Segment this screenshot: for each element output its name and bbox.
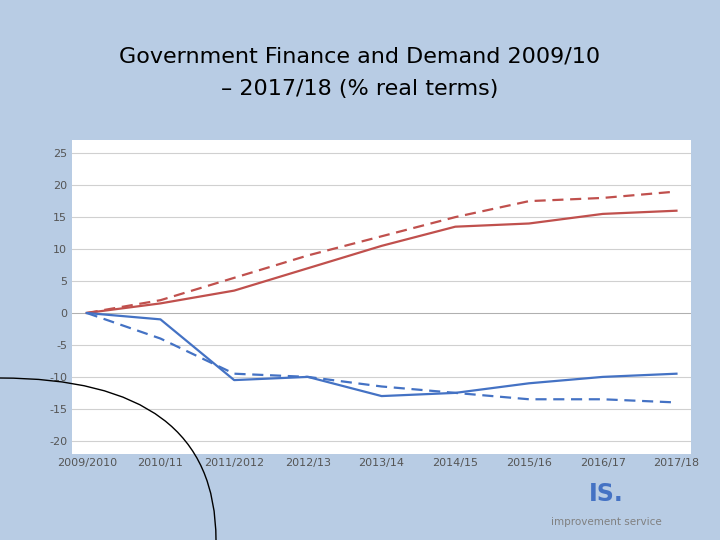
Text: – 2017/18 (% real terms): – 2017/18 (% real terms): [221, 79, 499, 99]
Text: improvement service: improvement service: [552, 517, 662, 528]
Text: IS.: IS.: [589, 482, 624, 507]
Text: Government Finance and Demand 2009/10: Government Finance and Demand 2009/10: [120, 46, 600, 67]
